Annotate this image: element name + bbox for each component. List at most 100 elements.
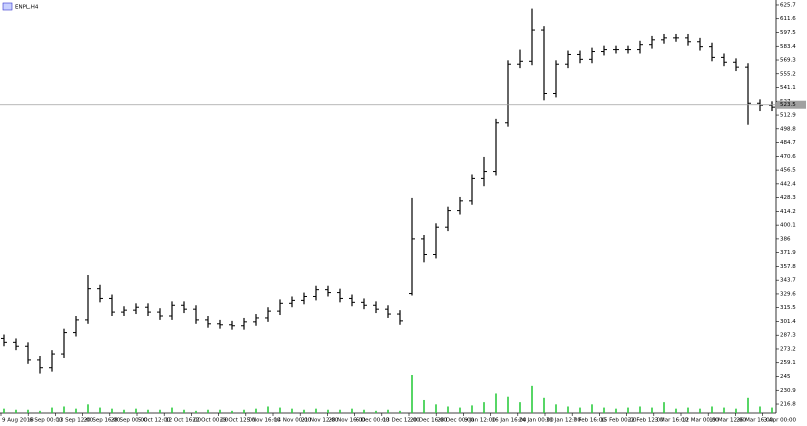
- volume-bar: [279, 407, 281, 413]
- volume-bar: [3, 408, 5, 413]
- x-tick-label: 22 Feb 12:00: [628, 418, 665, 424]
- volume-bar: [495, 393, 497, 413]
- y-tick-label: 230.9: [780, 388, 796, 394]
- volume-bar: [651, 407, 653, 413]
- y-tick-label: 625.7: [780, 2, 796, 8]
- x-tick-label: 9 Jan 12:00: [464, 418, 496, 424]
- volume-bar: [243, 409, 245, 413]
- x-tick-label: 7 Feb 16:00: [573, 418, 606, 424]
- volume-bar: [63, 406, 65, 413]
- x-tick-label: 5 Nov 16:00: [247, 418, 281, 424]
- x-tick-label: 21 Nov 12:00: [301, 418, 339, 424]
- volume-bar: [723, 407, 725, 413]
- y-tick-label: 315.5: [780, 305, 796, 311]
- x-tick-label: 24 Jan 00:00: [519, 418, 554, 424]
- current-price-label: 523.5: [780, 102, 796, 108]
- volume-bar: [291, 408, 293, 413]
- volume-bar: [315, 408, 317, 413]
- y-tick-label: 371.9: [780, 250, 796, 256]
- volume-bar: [339, 409, 341, 413]
- volume-bar: [591, 404, 593, 413]
- x-tick-label: 22 Oct 00:00: [192, 418, 228, 424]
- volume-bar: [411, 375, 413, 413]
- volume-bar: [111, 408, 113, 413]
- volume-bar: [171, 407, 173, 413]
- volume-bar: [687, 407, 689, 413]
- y-tick-label: 597.5: [780, 30, 796, 36]
- y-tick-label: 400.1: [780, 223, 796, 229]
- volume-bar: [615, 408, 617, 413]
- x-tick-label: 9 Aug 2018: [2, 418, 34, 424]
- y-tick-label: 484.7: [780, 140, 796, 146]
- current-price-box: [777, 100, 806, 109]
- volume-bar: [435, 404, 437, 413]
- volume-bar: [75, 408, 77, 413]
- volume-bar: [507, 396, 509, 413]
- y-tick-label: 428.3: [780, 195, 796, 201]
- y-tick-label: 386: [780, 236, 791, 242]
- volume-bar: [639, 406, 641, 413]
- volume-bar: [555, 404, 557, 413]
- y-tick-label: 216.8: [780, 402, 796, 408]
- x-tick-label: 15 Feb 00:00: [600, 418, 637, 424]
- volume-bar: [663, 402, 665, 413]
- x-tick-label: 20 Sep 16:00: [84, 418, 121, 424]
- y-tick-label: 470.6: [780, 154, 796, 160]
- volume-bar: [135, 408, 137, 413]
- volume-bar: [735, 408, 737, 413]
- y-tick-label: 569.3: [780, 58, 796, 64]
- volume-bar: [51, 407, 53, 413]
- x-tick-label: 13 Sep 12:00: [56, 418, 93, 424]
- y-tick-label: 512.9: [780, 113, 796, 119]
- y-tick-label: 498.8: [780, 126, 796, 132]
- y-tick-label: 414.2: [780, 209, 796, 215]
- y-tick-label: 611.6: [780, 16, 796, 22]
- x-tick-label: 28 Sep 00:00: [111, 418, 148, 424]
- x-tick-label: 6 Dec 00:00: [356, 418, 390, 424]
- volume-bar: [159, 409, 161, 413]
- x-tick-label: 13 Dec 12:00: [383, 418, 420, 424]
- volume-bar: [207, 409, 209, 413]
- x-tick-label: 19 Mar 12:00: [709, 418, 746, 424]
- x-tick-label: 12 Mar 00:00: [682, 418, 719, 424]
- volume-bar: [471, 405, 473, 413]
- volume-bar: [15, 409, 17, 413]
- volume-bar: [267, 406, 269, 413]
- volume-bar: [39, 410, 41, 413]
- volume-bar: [303, 409, 305, 413]
- x-tick-label: 28 Nov 16:00: [328, 418, 366, 424]
- volume-bar: [519, 402, 521, 413]
- volume-bar: [375, 410, 377, 413]
- x-tick-label: 6 Sep 00:00: [29, 418, 63, 424]
- volume-bar: [567, 406, 569, 413]
- symbol-icon: [2, 2, 13, 11]
- y-tick-label: 456.5: [780, 168, 796, 174]
- x-tick-label: 28 Dec 00:00: [437, 418, 474, 424]
- volume-bar: [387, 409, 389, 413]
- y-tick-label: 555.2: [780, 71, 796, 77]
- y-tick-label: 329.6: [780, 291, 796, 297]
- y-tick-label: 301.4: [780, 319, 796, 325]
- y-tick-label: 357.8: [780, 264, 796, 270]
- x-tick-label: 3 Mar 16:00: [655, 418, 689, 424]
- y-tick-label: 273.2: [780, 346, 796, 352]
- volume-bar: [543, 397, 545, 413]
- volume-bar: [147, 409, 149, 413]
- volume-bar: [759, 406, 761, 413]
- volume-bar: [699, 408, 701, 413]
- x-tick-label: 16 Jan 16:00: [492, 418, 527, 424]
- volume-bar: [675, 408, 677, 413]
- x-tick-label: 29 Oct 12:00: [220, 418, 256, 424]
- volume-bar: [711, 406, 713, 413]
- volume-bar: [219, 409, 221, 413]
- volume-bar: [255, 408, 257, 413]
- y-tick-label: 287.3: [780, 333, 796, 339]
- volume-bar: [447, 406, 449, 413]
- volume-bar: [483, 402, 485, 413]
- x-tick-label: 14 Nov 00:00: [274, 418, 312, 424]
- y-tick-label: 259.1: [780, 360, 796, 366]
- x-tick-label: 31 Jan 12:00: [546, 418, 581, 424]
- y-tick-label: 541.1: [780, 85, 796, 91]
